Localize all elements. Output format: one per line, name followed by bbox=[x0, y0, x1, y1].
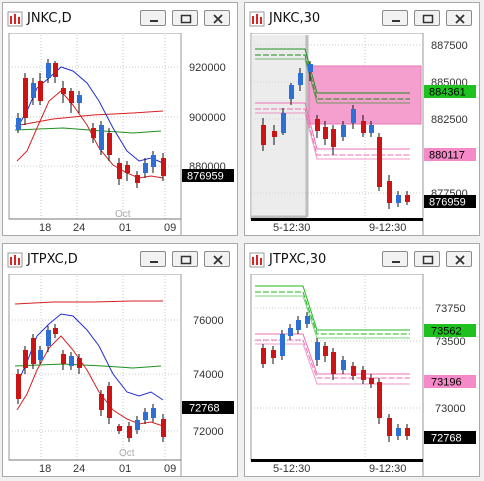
maximize-icon bbox=[180, 255, 192, 265]
chart-app-icon bbox=[7, 11, 23, 27]
resistance-zone bbox=[308, 65, 422, 125]
y-tick-label: 887500 bbox=[431, 40, 468, 52]
y-tick-label: 73750 bbox=[435, 303, 466, 315]
session-bar bbox=[251, 218, 423, 221]
close-icon bbox=[455, 14, 465, 24]
close-icon bbox=[455, 255, 465, 265]
close-icon bbox=[213, 255, 223, 265]
chart-app-icon bbox=[249, 11, 265, 27]
last-price-label: 72768 bbox=[431, 433, 462, 445]
pink-level-lines bbox=[255, 102, 410, 160]
x-tick-label: 24 bbox=[73, 463, 85, 475]
x-tick-label: 18 bbox=[39, 222, 51, 234]
last-price-tag bbox=[424, 431, 476, 444]
last-price-tag bbox=[424, 195, 476, 208]
maximize-button[interactable] bbox=[414, 251, 440, 267]
chart-window-jnkc-30min[interactable]: JNKC,30 bbox=[244, 2, 480, 236]
close-button[interactable] bbox=[446, 10, 472, 26]
window-title: JTPXC,D bbox=[27, 252, 78, 267]
month-label: Oct bbox=[115, 209, 131, 220]
y-tick-label: 72000 bbox=[193, 426, 224, 438]
pink-price-label: 880117 bbox=[429, 150, 465, 162]
maximize-icon bbox=[180, 14, 192, 24]
chart-window-jtpxc-daily[interactable]: JTPXC,D bbox=[2, 243, 238, 477]
last-price-label: 876959 bbox=[429, 197, 466, 209]
blue-moving-average bbox=[16, 66, 164, 164]
x-tick-label: 5-12:30 bbox=[273, 463, 310, 475]
candlesticks bbox=[16, 324, 166, 442]
titlebar[interactable]: JTPXC,D bbox=[3, 244, 237, 274]
green-horizontal-line bbox=[14, 363, 162, 369]
x-tick-label: 9-12:30 bbox=[369, 463, 406, 475]
month-label: Oct bbox=[119, 448, 135, 459]
price-chart[interactable]: 920000 900000 880000 876959 Oct 18 24 01… bbox=[3, 33, 237, 235]
close-button[interactable] bbox=[446, 251, 472, 267]
minimize-icon bbox=[392, 20, 400, 22]
minimize-button[interactable] bbox=[140, 10, 166, 26]
price-chart[interactable]: 76000 74000 72000 72768 Oct 18 24 01 09 bbox=[3, 274, 237, 476]
y-tick-label: 920000 bbox=[189, 62, 226, 74]
green-price-tag bbox=[424, 324, 476, 337]
y-tick-label: 73500 bbox=[435, 336, 466, 348]
maximize-button[interactable] bbox=[172, 251, 198, 267]
minimize-button[interactable] bbox=[382, 251, 408, 267]
maximize-button[interactable] bbox=[414, 10, 440, 26]
candlesticks bbox=[261, 61, 410, 209]
green-price-tag bbox=[424, 85, 476, 98]
y-tick-label: 73000 bbox=[435, 403, 466, 415]
x-tick-label: 01 bbox=[119, 222, 131, 234]
close-button[interactable] bbox=[204, 251, 230, 267]
price-chart[interactable]: 887500 885000 882500 877500 884361 88011… bbox=[245, 33, 479, 235]
x-tick-label: 09 bbox=[164, 463, 176, 475]
y-tick-label: 74000 bbox=[193, 369, 224, 381]
window-title: JNKC,30 bbox=[269, 11, 321, 26]
x-tick-label: 9-12:30 bbox=[369, 222, 406, 234]
price-chart[interactable]: 73750 73500 73000 73562 73196 72768 5-12… bbox=[245, 274, 479, 476]
window-title: JNKC,D bbox=[27, 11, 72, 26]
chart-window-jtpxc-30min[interactable]: JTPXC,30 bbox=[244, 243, 480, 477]
minimize-button[interactable] bbox=[140, 251, 166, 267]
close-icon bbox=[213, 14, 223, 24]
x-tick-label: 5-12:30 bbox=[273, 222, 310, 234]
x-tick-label: 01 bbox=[119, 463, 131, 475]
maximize-button[interactable] bbox=[172, 10, 198, 26]
y-tick-label: 76000 bbox=[193, 315, 224, 327]
y-tick-label: 882500 bbox=[431, 114, 468, 126]
last-price-label: 876959 bbox=[187, 171, 224, 183]
grid bbox=[251, 276, 423, 460]
maximize-icon bbox=[422, 14, 434, 24]
minimize-icon bbox=[150, 20, 158, 22]
minimize-icon bbox=[150, 261, 158, 263]
red-horizontal-line bbox=[14, 300, 163, 305]
pink-price-tag bbox=[424, 148, 476, 161]
chart-window-jnkc-daily[interactable]: JNKC,D bbox=[2, 2, 238, 236]
green-price-label: 884361 bbox=[429, 87, 466, 99]
last-price-tag bbox=[182, 401, 234, 414]
grid bbox=[9, 35, 181, 219]
minimize-icon bbox=[392, 261, 400, 263]
y-tick-label: 900000 bbox=[189, 112, 226, 124]
titlebar[interactable]: JNKC,D bbox=[3, 3, 237, 33]
candlesticks bbox=[16, 59, 166, 188]
window-title: JTPXC,30 bbox=[269, 252, 327, 267]
minimize-button[interactable] bbox=[382, 10, 408, 26]
x-tick-label: 18 bbox=[39, 463, 51, 475]
x-tick-label: 09 bbox=[164, 222, 176, 234]
highlight-box bbox=[251, 35, 307, 217]
titlebar[interactable]: JNKC,30 bbox=[245, 3, 479, 33]
last-price-tag bbox=[182, 169, 234, 182]
candlesticks bbox=[261, 312, 410, 442]
pink-price-tag bbox=[424, 375, 476, 388]
chart-app-icon bbox=[7, 252, 23, 268]
close-button[interactable] bbox=[204, 10, 230, 26]
pink-price-label: 73196 bbox=[431, 377, 462, 389]
maximize-icon bbox=[422, 255, 434, 265]
last-price-label: 72768 bbox=[189, 403, 220, 415]
x-tick-label: 24 bbox=[73, 222, 85, 234]
blue-moving-average bbox=[16, 313, 164, 401]
green-price-label: 73562 bbox=[431, 326, 462, 338]
titlebar[interactable]: JTPXC,30 bbox=[245, 244, 479, 274]
chart-app-icon bbox=[249, 252, 265, 268]
session-bar bbox=[251, 459, 423, 462]
